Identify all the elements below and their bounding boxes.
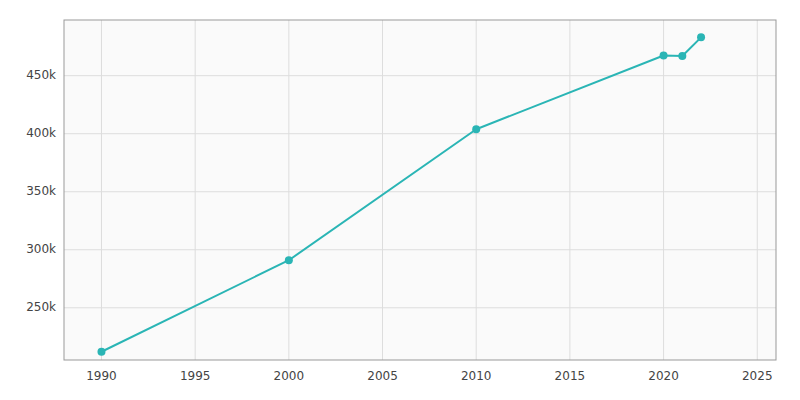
- x-grid-line: [101, 20, 102, 360]
- chart-svg: 250k 300k 350k 400k 450k 1990 1995 2000 2005 2010…: [0, 0, 800, 400]
- x-tick-label: 2005: [367, 369, 398, 383]
- x-grid-line: [663, 20, 664, 360]
- tick-labels: 250k 300k 350k 400k 450k 1990 1995 2000 2005 2010…: [26, 68, 772, 383]
- x-tick-label: 1990: [86, 369, 117, 383]
- y-tick-label: 250k: [26, 300, 56, 314]
- y-grid-line: [64, 307, 776, 308]
- y-grid-line: [64, 191, 776, 192]
- x-grid-line: [476, 20, 477, 360]
- x-grid-line: [569, 20, 570, 360]
- y-grid-line: [64, 133, 776, 134]
- point: [285, 256, 293, 264]
- x-tick-label: 2000: [274, 369, 305, 383]
- plot-frame: [64, 20, 776, 360]
- data-layer: [97, 33, 705, 355]
- x-grid-line: [195, 20, 196, 360]
- x-grid-line: [757, 20, 758, 360]
- y-tick-label: 450k: [26, 68, 56, 82]
- y-grid-line: [64, 249, 776, 250]
- x-tick-label: 2020: [648, 369, 679, 383]
- x-tick-label: 2025: [742, 369, 773, 383]
- x-grid-line: [382, 20, 383, 360]
- point: [660, 52, 668, 60]
- point: [97, 348, 105, 356]
- x-grid-line: [288, 20, 289, 360]
- point: [472, 125, 480, 133]
- y-tick-label: 300k: [26, 242, 56, 256]
- x-tick-label: 2010: [461, 369, 492, 383]
- chart-container: 250k 300k 350k 400k 450k 1990 1995 2000 2005 2010…: [0, 0, 800, 400]
- y-grid-line: [64, 75, 776, 76]
- point: [678, 52, 686, 60]
- line: [101, 37, 701, 351]
- grid: [64, 20, 776, 360]
- plot-background: [64, 20, 776, 360]
- x-tick-label: 2015: [555, 369, 586, 383]
- point: [697, 33, 705, 41]
- y-tick-label: 350k: [26, 184, 56, 198]
- x-tick-label: 1995: [180, 369, 211, 383]
- y-tick-label: 400k: [26, 126, 56, 140]
